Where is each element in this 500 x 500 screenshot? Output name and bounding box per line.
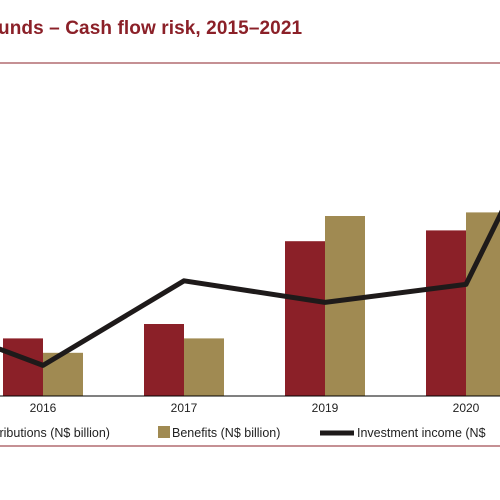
contributions-bar-2020 (426, 230, 466, 396)
benefits-bar-2019 (325, 216, 365, 396)
contributions-bar-2019 (285, 241, 325, 396)
bars-group (3, 212, 500, 396)
legend-label-contributions: tributions (N$ billion) (0, 426, 110, 440)
legend-label-investment: Investment income (N$ (357, 426, 486, 440)
legend-swatch-benefits (158, 426, 170, 438)
line-series-group (0, 209, 500, 368)
x-tick-2019: 2019 (312, 401, 339, 415)
x-tick-2020: 2020 (453, 401, 480, 415)
legend-label-benefits: Benefits (N$ billion) (172, 426, 280, 440)
benefits-bar-2017 (184, 338, 224, 396)
x-tick-2017: 2017 (171, 401, 198, 415)
benefits-bar-2020 (466, 212, 500, 396)
investment-income-line (0, 209, 500, 368)
x-tick-2016: 2016 (30, 401, 57, 415)
legend: tributions (N$ billion) Benefits (N$ bill… (0, 426, 486, 440)
contributions-bar-2017 (144, 324, 184, 396)
x-tick-labels: 2016 2017 2019 2020 (30, 401, 480, 415)
chart-title: unds – Cash flow risk, 2015–2021 (0, 18, 303, 39)
contributions-bar-2016 (3, 338, 43, 396)
